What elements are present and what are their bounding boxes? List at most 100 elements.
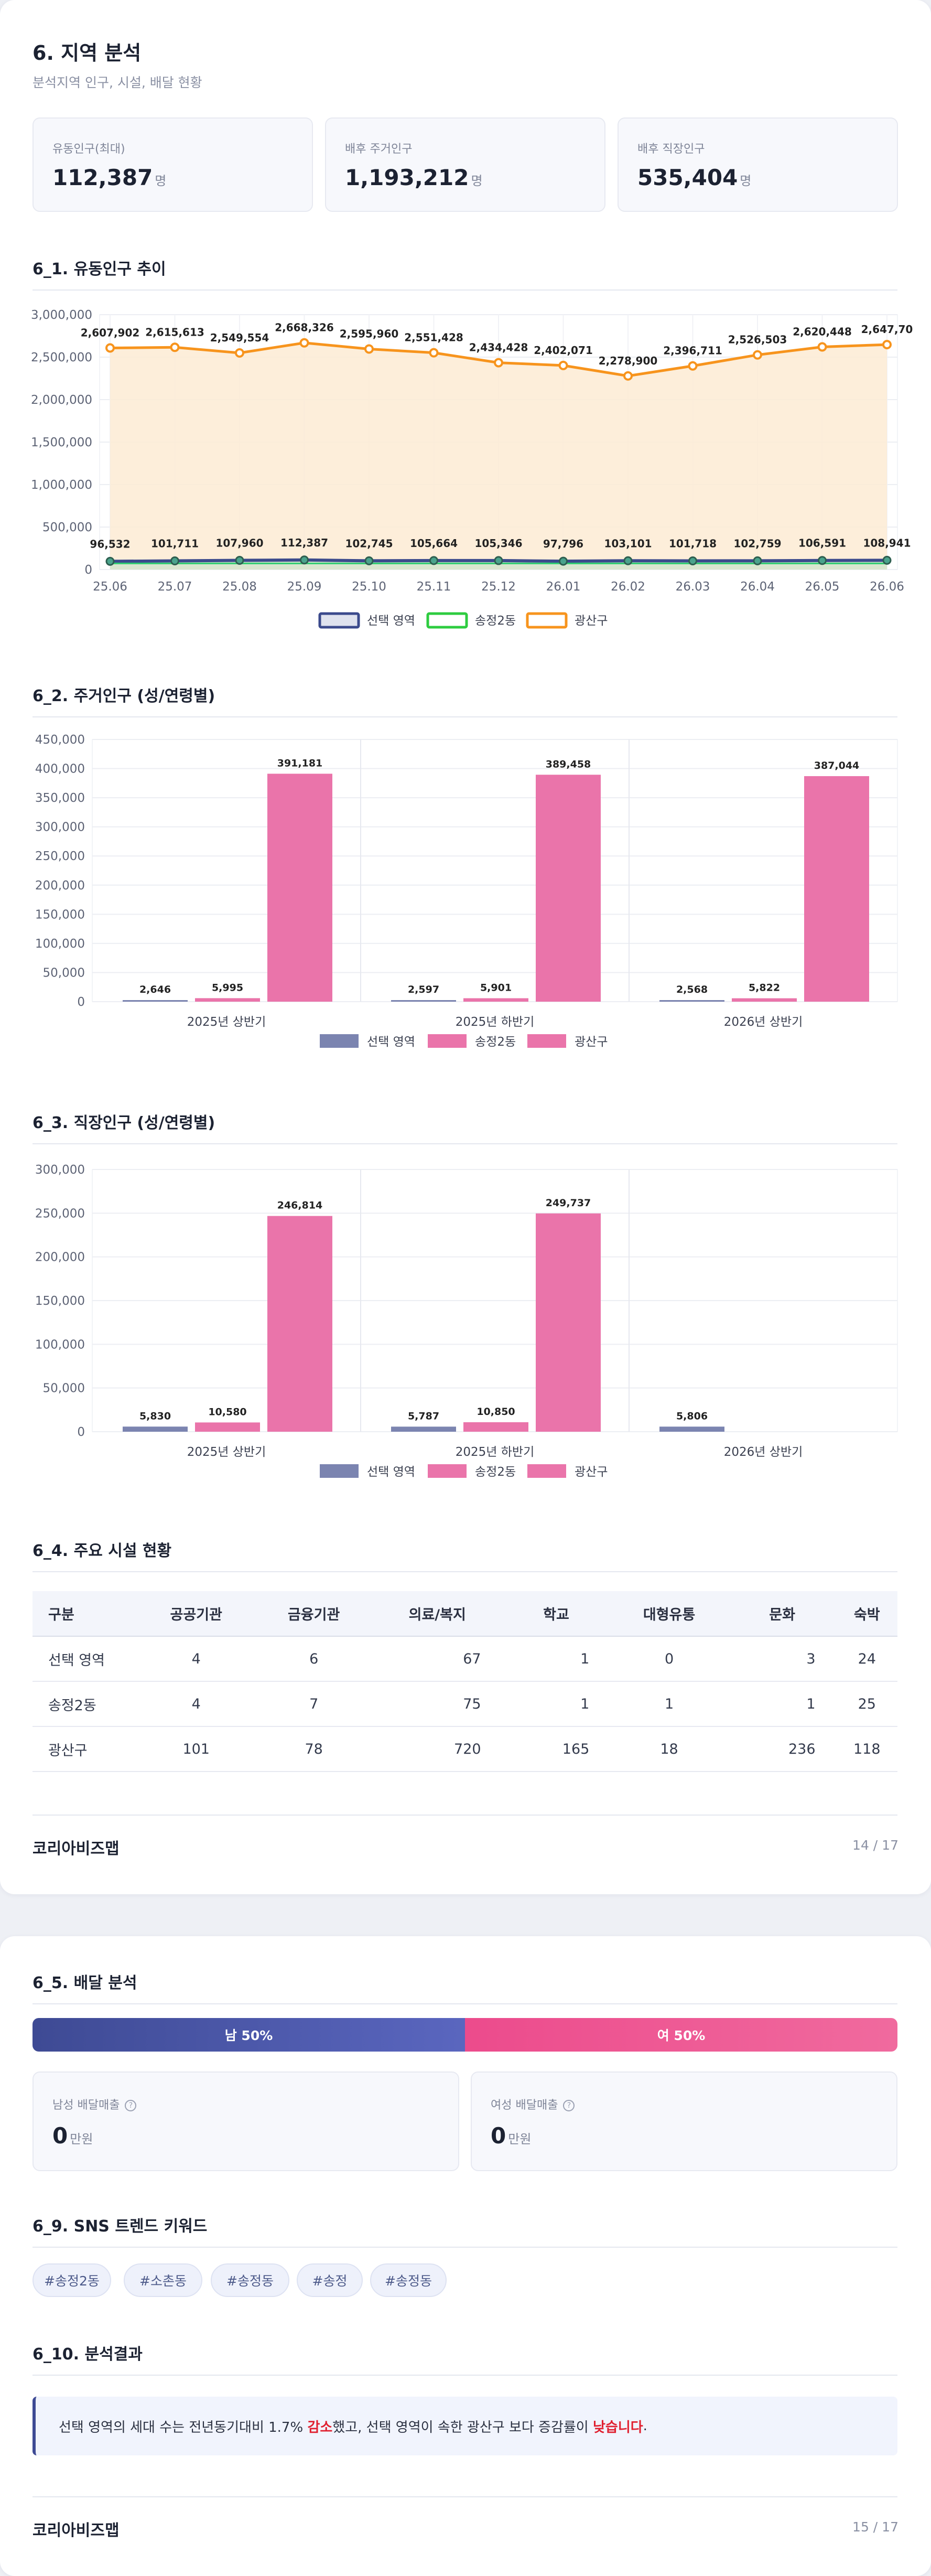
x-tick-label: 2025년 상반기 [187,1015,266,1029]
table-cell: 4 [137,1636,255,1682]
data-label-selected: 101,711 [151,538,199,550]
legend-label: 광산구 [575,1465,608,1479]
section-title-residential: 6_2. 주거인구 (성/연령별) [33,687,215,705]
bar [536,1213,601,1432]
divider [33,289,897,291]
divider [33,716,897,717]
column-header: 숙박 [836,1591,897,1637]
analysis-result-box: 선택 영역의 세대 수는 전년동기대비 1.7% 감소 했고, 선택 영역이 속한… [33,2397,897,2455]
data-point-gwangsan [235,348,244,358]
sns-keyword-tag[interactable]: #송정동 [370,2263,447,2297]
y-tick-label: 350,000 [35,791,85,805]
card-label: 남성 배달매출 [52,2099,120,2112]
table-row: 선택 영역 4 6 67 1 0 3 24 [33,1636,897,1682]
result-text: 선택 영역의 세대 수는 전년동기대비 1.7% [59,2419,308,2435]
bar [391,1000,456,1002]
x-tick-label: 25.10 [352,580,386,594]
bar [267,1216,332,1432]
legend-label: 광산구 [575,1035,608,1049]
stat-label: 유동인구(최대) [52,143,125,156]
data-label-gwangsan: 2,434,428 [469,341,528,354]
x-tick-label: 26.02 [611,580,645,594]
data-label-gwangsan: 2,668,326 [275,321,334,334]
bar-value-label: 389,458 [546,758,591,770]
y-tick-label: 0 [84,563,92,577]
x-tick-label: 25.11 [417,580,451,594]
bar [463,998,528,1002]
data-point-selected [623,556,633,565]
data-label-gwangsan: 2,549,554 [210,331,269,344]
male-share-segment: 남 50% [33,2018,465,2052]
data-point-gwangsan [558,360,568,370]
data-point-gwangsan [494,358,503,368]
footer-brand: 코리아비즈맵 [33,1840,120,1858]
card-unit: 만원 [508,2132,532,2146]
stat-value: 1,193,212 [345,165,469,190]
bar [536,775,601,1002]
bar [804,776,869,1002]
bar [659,1426,724,1432]
data-label-selected: 97,796 [543,538,583,550]
data-point-selected [753,556,762,565]
column-header: 의료/복지 [372,1591,502,1637]
sns-keyword-tag[interactable]: #송정동 [211,2263,289,2297]
bar-value-label: 387,044 [814,760,860,771]
data-point-gwangsan [364,344,374,354]
table-row: 광산구 101 78 720 165 18 236 118 [33,1726,897,1772]
bar-value-label: 10,850 [477,1406,515,1418]
row-label: 광산구 [33,1726,137,1772]
sns-keyword-tag[interactable]: #송정2동 [33,2263,111,2297]
x-tick-label: 25.07 [158,580,192,594]
stat-unit: 명 [471,174,483,188]
sns-keyword-tag[interactable]: #송정 [297,2263,363,2297]
data-point-gwangsan [623,371,633,381]
plot-area [92,739,898,1002]
page-number: 15 / 17 [852,2519,898,2535]
card-label: 여성 배달매출 [491,2099,558,2112]
legend-swatch [527,1034,566,1048]
data-label-gwangsan: 2,526,503 [728,334,787,346]
section-title-sns: 6_9. SNS 트렌드 키워드 [33,2217,208,2236]
table-cell: 18 [610,1726,728,1772]
bar [123,1000,188,1002]
bar-value-label: 5,806 [676,1410,708,1422]
legend-label: 송정2동 [475,1035,516,1049]
y-tick-label: 1,000,000 [31,478,92,492]
y-tick-label: 100,000 [35,1338,85,1351]
data-label-selected: 102,759 [733,537,781,550]
help-icon[interactable]: ? [125,2100,137,2111]
x-tick-label: 26.05 [805,580,840,594]
y-tick-label: 150,000 [35,908,85,921]
stat-card-residential: 배후 주거인구 1,193,212 명 [325,117,605,212]
legend-label: 선택 영역 [367,614,415,628]
table-cell: 165 [502,1726,611,1772]
legend-swatch [428,1034,467,1048]
x-tick-label: 2026년 상반기 [724,1445,803,1459]
bar [463,1422,528,1432]
legend-swatch [527,1464,566,1478]
result-highlight-lower: 낮습니다 [592,2419,643,2435]
data-point-gwangsan [429,348,439,358]
residential-population-chart: 0 50,000 100,000 150,000 200,000 250,000 300,0… [35,733,898,1049]
data-label-selected: 105,346 [474,537,522,550]
data-point-selected [818,556,827,565]
x-tick-label: 2025년 하반기 [456,1015,534,1029]
female-delivery-card: 여성 배달매출? 0 만원 [471,2071,897,2171]
help-icon[interactable]: ? [563,2100,575,2111]
data-label-gwangsan: 2,595,960 [340,327,399,340]
y-tick-label: 2,500,000 [31,351,92,364]
stat-unit: 명 [155,174,167,188]
legend-label: 송정2동 [475,614,516,628]
data-point-gwangsan [299,338,309,348]
y-tick-label: 3,000,000 [31,308,92,322]
sns-keyword-tag[interactable]: #소촌동 [124,2263,202,2297]
table-cell: 0 [610,1636,728,1682]
floating-population-chart: 0 500,000 1,000,000 1,500,000 2,000,000 2,500… [31,308,913,629]
x-tick-label: 26.06 [870,580,904,594]
x-tick-label: 25.09 [287,580,322,594]
footer-brand: 코리아비즈맵 [33,2521,120,2540]
data-label-selected: 96,532 [90,538,130,550]
x-tick-label: 2025년 상반기 [187,1445,266,1459]
data-point-gwangsan [688,361,698,371]
data-label-selected: 105,664 [410,537,458,550]
